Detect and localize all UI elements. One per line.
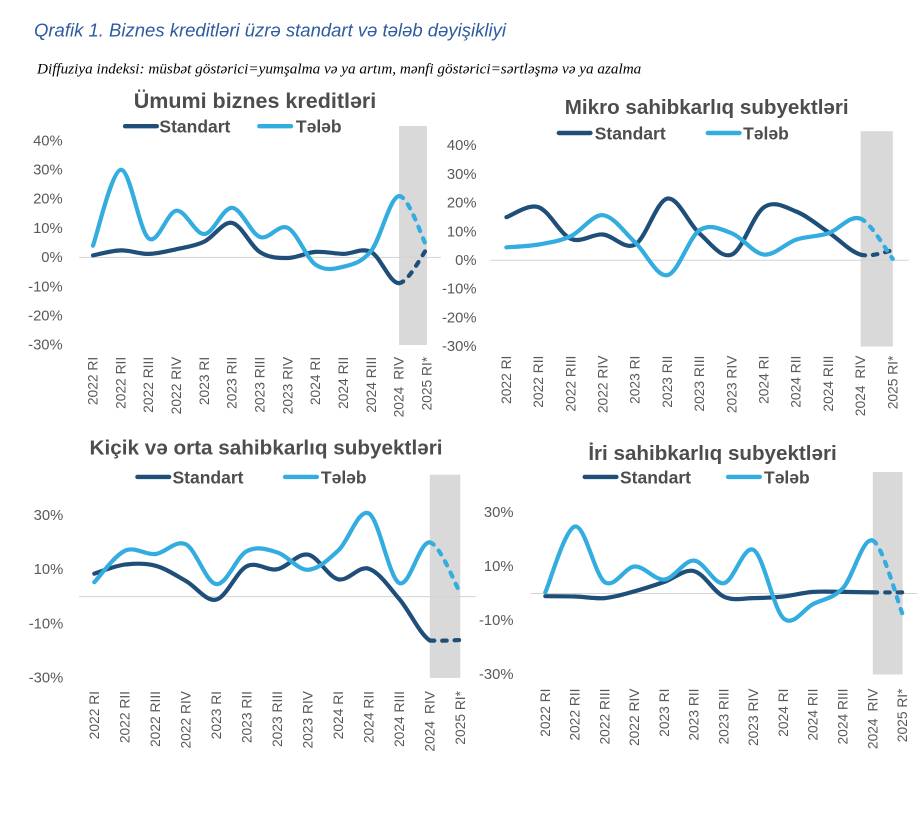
svg-text:-30%: -30%: [28, 338, 63, 354]
svg-text:Tələb: Tələb: [764, 468, 810, 488]
svg-text:Kiçik və orta sahibkarlıq suby: Kiçik və orta sahibkarlıq subyektləri: [90, 437, 443, 460]
svg-text:2022 RIV: 2022 RIV: [169, 356, 184, 414]
svg-text:-30%: -30%: [29, 671, 64, 687]
svg-text:10%: 10%: [33, 221, 63, 237]
svg-text:2023 RIV: 2023 RIV: [746, 688, 761, 746]
svg-text:2025 RI*: 2025 RI*: [885, 355, 900, 409]
svg-text:10%: 10%: [34, 562, 64, 578]
svg-text:2023 RII: 2023 RII: [239, 691, 254, 743]
svg-text:Standart: Standart: [595, 123, 666, 143]
svg-text:2024 RIV: 2024 RIV: [392, 356, 407, 417]
svg-text:2022 RIV: 2022 RIV: [596, 355, 611, 413]
svg-text:-10%: -10%: [442, 282, 477, 298]
svg-text:0%: 0%: [455, 253, 476, 269]
svg-text:2022 RI: 2022 RI: [499, 356, 514, 404]
svg-text:2024 RII: 2024 RII: [806, 689, 821, 741]
svg-text:-30%: -30%: [479, 667, 514, 683]
svg-text:2025 RI*: 2025 RI*: [895, 688, 910, 742]
svg-text:30%: 30%: [34, 508, 64, 524]
svg-text:20%: 20%: [33, 192, 63, 208]
svg-text:2024 RIII: 2024 RIII: [836, 689, 851, 745]
svg-text:Standart: Standart: [620, 468, 691, 488]
svg-text:2024 RIII: 2024 RIII: [821, 356, 836, 412]
svg-text:2022 RIII: 2022 RIII: [148, 691, 163, 747]
svg-text:Diffuziya indeksi: müsbət göst: Diffuziya indeksi: müsbət göstərici=yumş…: [36, 61, 642, 78]
svg-text:2023 RIV: 2023 RIV: [724, 355, 739, 413]
svg-text:2024 RIV: 2024 RIV: [865, 688, 880, 749]
svg-text:10%: 10%: [447, 224, 477, 240]
svg-text:2022 RII: 2022 RII: [113, 357, 128, 409]
svg-text:İri sahibkarlıq subyektləri: İri sahibkarlıq subyektləri: [588, 442, 836, 465]
svg-text:Tələb: Tələb: [743, 123, 789, 143]
svg-text:2023 RIV: 2023 RIV: [280, 356, 295, 414]
svg-text:2024 RIII: 2024 RIII: [364, 357, 379, 413]
svg-text:2023 RIII: 2023 RIII: [253, 357, 268, 413]
svg-text:40%: 40%: [447, 138, 477, 154]
svg-text:0%: 0%: [41, 250, 62, 266]
svg-text:2024 RIII: 2024 RIII: [392, 691, 407, 747]
svg-text:Qrafik 1. Biznes kreditləri üz: Qrafik 1. Biznes kreditləri üzrə standar…: [34, 20, 507, 41]
svg-text:2023 RIII: 2023 RIII: [692, 356, 707, 412]
svg-text:20%: 20%: [447, 196, 477, 212]
svg-text:30%: 30%: [33, 163, 63, 179]
svg-text:Standart: Standart: [173, 468, 244, 488]
svg-text:10%: 10%: [484, 559, 514, 575]
svg-text:2022 RIV: 2022 RIV: [178, 690, 193, 748]
svg-text:30%: 30%: [447, 167, 477, 183]
svg-text:2022 RII: 2022 RII: [117, 691, 132, 743]
svg-text:2023 RI: 2023 RI: [209, 691, 224, 739]
svg-text:2023 RI: 2023 RI: [657, 689, 672, 737]
svg-text:Standart: Standart: [159, 117, 230, 137]
svg-text:-20%: -20%: [28, 309, 63, 325]
svg-text:2023 RIII: 2023 RIII: [270, 691, 285, 747]
svg-text:2022 RI: 2022 RI: [87, 691, 102, 739]
svg-text:30%: 30%: [484, 505, 514, 521]
svg-text:2024 RII: 2024 RII: [336, 357, 351, 409]
svg-text:2022 RI: 2022 RI: [86, 357, 101, 405]
svg-text:2025 RI*: 2025 RI*: [453, 690, 468, 744]
svg-text:2022 RIII: 2022 RIII: [597, 689, 612, 745]
svg-text:2023 RII: 2023 RII: [660, 356, 675, 408]
svg-text:40%: 40%: [33, 133, 63, 149]
svg-text:2024 RII: 2024 RII: [789, 356, 804, 408]
svg-text:2024 RIV: 2024 RIV: [422, 690, 437, 751]
svg-text:2024 RI: 2024 RI: [776, 689, 791, 737]
svg-text:2023 RIII: 2023 RIII: [716, 689, 731, 745]
svg-text:2024 RI: 2024 RI: [308, 357, 323, 405]
svg-text:-20%: -20%: [442, 310, 477, 326]
svg-text:2024 RII: 2024 RII: [361, 691, 376, 743]
svg-text:-30%: -30%: [442, 339, 477, 355]
svg-text:2023 RII: 2023 RII: [687, 689, 702, 741]
svg-text:2022 RII: 2022 RII: [568, 689, 583, 741]
svg-text:2023 RII: 2023 RII: [225, 357, 240, 409]
svg-text:-10%: -10%: [479, 613, 514, 629]
svg-text:2022 RII: 2022 RII: [531, 356, 546, 408]
svg-text:-10%: -10%: [28, 279, 63, 295]
svg-text:2023 RIV: 2023 RIV: [300, 690, 315, 748]
svg-text:2022 RIII: 2022 RIII: [563, 356, 578, 412]
svg-text:-10%: -10%: [29, 616, 64, 632]
svg-text:2024 RI: 2024 RI: [331, 691, 346, 739]
svg-text:Tələb: Tələb: [296, 117, 342, 137]
svg-text:Tələb: Tələb: [321, 468, 367, 488]
svg-text:2025 RI*: 2025 RI*: [420, 356, 435, 410]
svg-text:2023 RI: 2023 RI: [628, 356, 643, 404]
svg-text:2022 RI: 2022 RI: [538, 689, 553, 737]
svg-text:2022 RIII: 2022 RIII: [141, 357, 156, 413]
svg-text:2023 RI: 2023 RI: [197, 357, 212, 405]
svg-text:Mikro sahibkarlıq subyektləri: Mikro sahibkarlıq subyektləri: [565, 96, 849, 119]
svg-text:2024 RIV: 2024 RIV: [853, 355, 868, 416]
svg-text:2024 RI: 2024 RI: [757, 356, 772, 404]
svg-text:2022 RIV: 2022 RIV: [627, 688, 642, 746]
svg-text:Ümumi biznes kreditləri: Ümumi biznes kreditləri: [134, 88, 377, 113]
